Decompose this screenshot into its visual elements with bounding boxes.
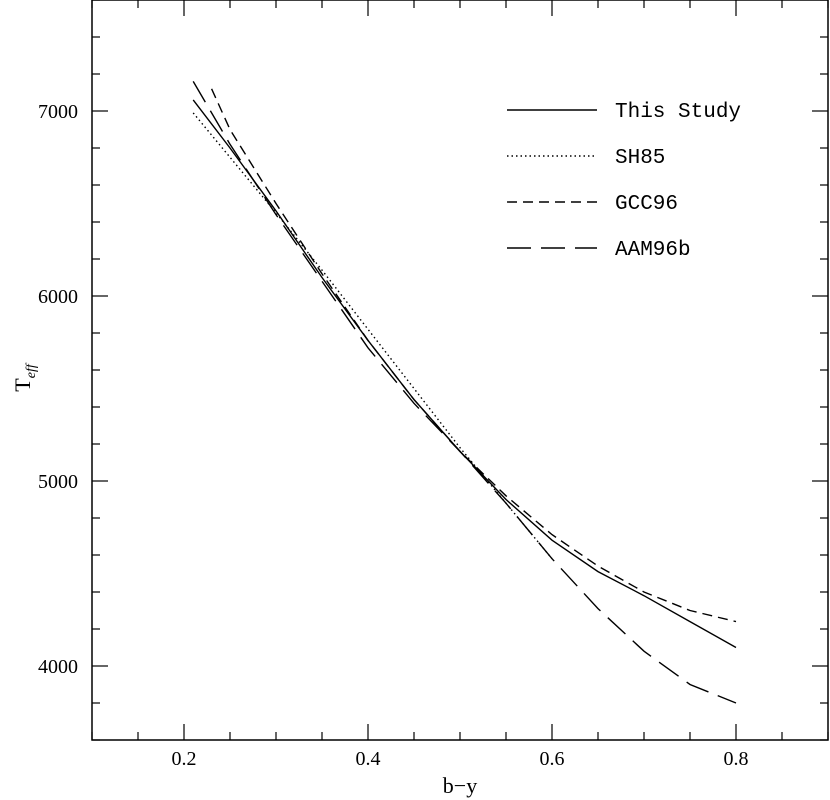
series-line-1 [192,112,553,560]
legend: This Study SH85 GCC96 AAM96b [507,101,741,262]
x-tick-label: 0.2 [172,748,197,770]
x-tick-label: 0.4 [356,748,381,770]
y-axis-title: Teff [10,362,39,392]
legend-label-3: AAM96b [615,239,691,262]
series-line-0 [192,99,737,649]
legend-label-2: GCC96 [615,193,678,216]
y-axis-title-main: T [10,378,35,392]
legend-label-1: SH85 [615,147,665,170]
y-axis-title-subscript: eff [24,362,39,378]
series-lines [192,81,737,704]
x-axis-title: b−y [443,773,477,798]
y-tick-label: 7000 [38,101,78,123]
y-tick-label: 5000 [38,471,78,493]
series-line-3 [192,81,737,704]
axis-ticks [91,0,829,741]
svg-text:Teff: Teff [10,362,39,392]
legend-label-0: This Study [615,101,741,124]
y-tick-label: 4000 [38,656,78,678]
y-tick-label: 6000 [38,286,78,308]
x-tick-label: 0.6 [540,748,565,770]
x-tick-label: 0.8 [724,748,749,770]
axis-tick-labels: 0.2 0.4 0.6 0.8 4000 5000 6000 7000 [38,101,749,770]
